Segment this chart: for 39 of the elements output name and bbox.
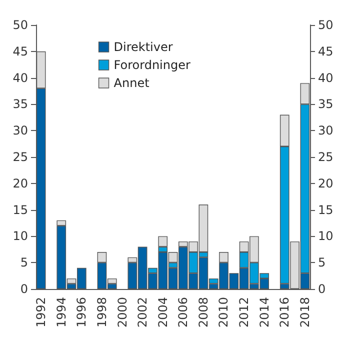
- x-tick-label: 2004: [156, 297, 170, 328]
- x-tick-label: 1994: [54, 297, 68, 328]
- y2-tick-label: 20: [318, 176, 334, 190]
- y-tick-label: 35: [12, 97, 28, 112]
- legend-label: Annet: [114, 76, 150, 90]
- x-tick-label: 2002: [136, 297, 150, 328]
- y-tick-label: 25: [12, 150, 28, 164]
- x-tick-label: 2000: [115, 297, 130, 328]
- y2-tick-label: 50: [318, 18, 334, 32]
- y-tick-label: 40: [12, 70, 28, 85]
- y-tick-label: 15: [12, 202, 28, 217]
- y-tick-label: 30: [12, 124, 28, 138]
- y2-tick-label: 45: [318, 44, 334, 58]
- y2-tick-label: 40: [318, 70, 334, 85]
- x-tick-label: 1996: [74, 297, 89, 328]
- x-tick-label: 2018: [298, 297, 312, 328]
- y2-tick-label: 5: [318, 256, 326, 270]
- y2-tick-label: 0: [318, 282, 326, 296]
- y2-tick-label: 25: [318, 150, 334, 164]
- y-tick-label: 10: [12, 229, 28, 244]
- y-tick-label: 0: [20, 282, 28, 296]
- legend-label: Direktiver: [114, 40, 173, 54]
- x-tick-label: 2008: [196, 297, 210, 328]
- x-tick-label: 2014: [257, 297, 272, 328]
- y2-tick-label: 15: [318, 202, 334, 217]
- x-tick-label: 2006: [176, 297, 190, 328]
- x-tick-label: 2012: [237, 297, 252, 328]
- legend-label: Forordninger: [114, 58, 190, 72]
- x-tick-label: 2016: [278, 297, 292, 328]
- y-tick-label: 50: [12, 18, 28, 32]
- y2-tick-label: 35: [318, 97, 334, 112]
- y2-tick-label: 30: [318, 124, 334, 138]
- x-tick-label: 1998: [94, 297, 109, 328]
- y2-tick-label: 10: [318, 229, 334, 244]
- x-tick-label: 1992: [34, 297, 48, 328]
- y-tick-label: 5: [20, 256, 28, 270]
- y-tick-label: 20: [12, 176, 28, 190]
- x-tick-label: 2010: [216, 297, 231, 328]
- y-tick-label: 45: [12, 44, 28, 58]
